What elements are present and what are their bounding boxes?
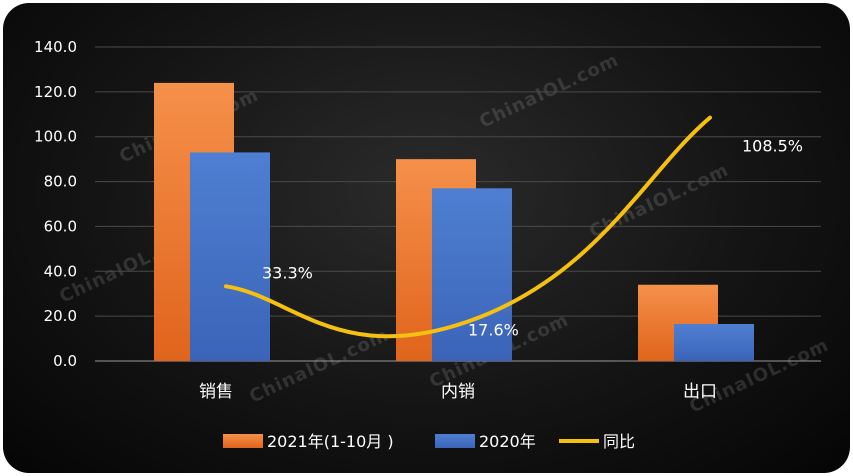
legend-label: 2020年 <box>479 432 536 451</box>
legend: 2021年(1-10月 ) 2020年 同比 <box>223 432 635 451</box>
legend-label: 2021年(1-10月 ) <box>267 432 394 451</box>
y-tick-label: 0.0 <box>53 352 77 370</box>
y-axis-ticks: 0.0 20.0 40.0 60.0 80.0 100.0 120.0 140.0 <box>34 38 77 370</box>
legend-swatch <box>435 434 475 448</box>
yoy-line: 33.3% 17.6% 108.5% <box>224 115 803 340</box>
y-tick-label: 60.0 <box>44 217 77 235</box>
yoy-data-label: 17.6% <box>468 321 519 340</box>
bar-blue <box>190 152 270 361</box>
yoy-data-label: 33.3% <box>262 263 313 282</box>
watermark-text: ChinaIOL.com <box>476 50 622 133</box>
y-tick-label: 40.0 <box>44 262 77 280</box>
bar-blue <box>432 188 512 361</box>
yoy-line-path <box>224 115 712 339</box>
legend-swatch <box>223 434 263 448</box>
x-category-label: 出口 <box>683 382 717 402</box>
chart-svg: ChinaIOL.comChinaIOL.comChinaIOL.comChin… <box>34 38 832 451</box>
bars <box>154 82 754 361</box>
chart-frame: ChinaIOL.com ChinaIOL.com ChinaIOL.com Chin… <box>3 3 850 473</box>
y-tick-label: 80.0 <box>44 173 77 191</box>
x-axis-categories: 销售 内销 出口 <box>199 382 717 402</box>
y-tick-label: 140.0 <box>34 38 77 56</box>
x-category-label: 内销 <box>441 382 475 402</box>
y-tick-label: 100.0 <box>34 128 77 146</box>
bar-blue <box>674 323 754 361</box>
yoy-data-label: 108.5% <box>742 137 803 156</box>
x-category-label: 销售 <box>199 382 233 402</box>
y-tick-label: 20.0 <box>44 307 77 325</box>
y-tick-label: 120.0 <box>34 83 77 101</box>
legend-label: 同比 <box>603 432 635 451</box>
